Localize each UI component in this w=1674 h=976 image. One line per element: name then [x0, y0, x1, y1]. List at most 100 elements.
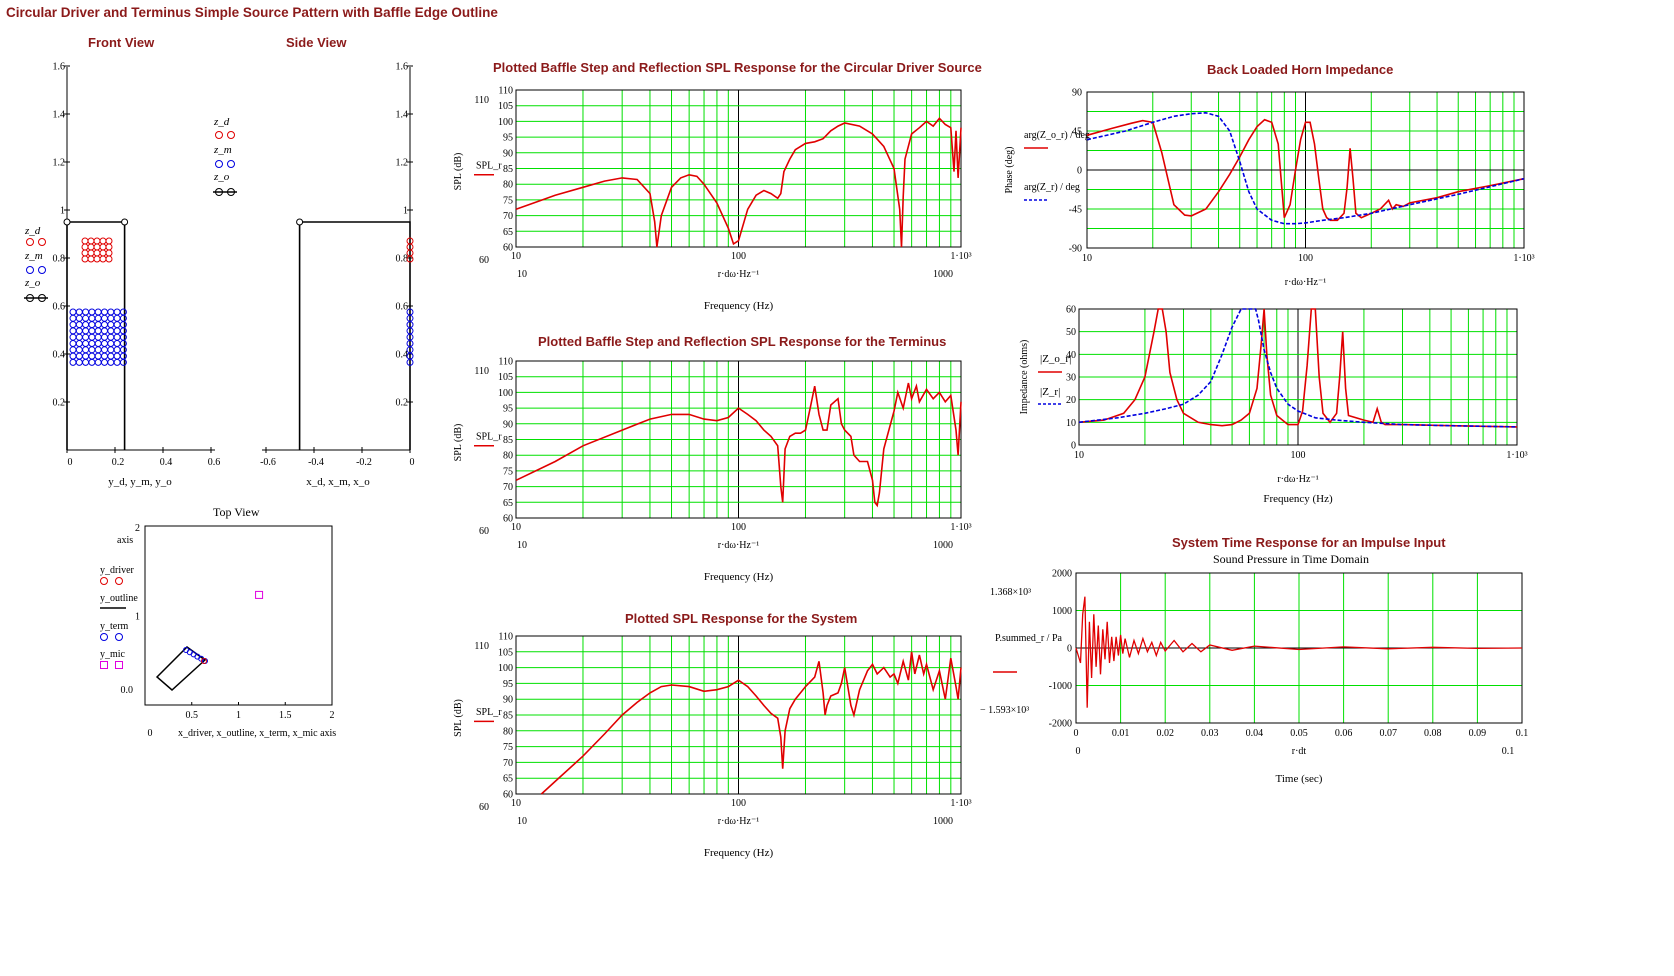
phase-ytick: -90: [1069, 244, 1082, 255]
top-legend-label: y_driver: [100, 565, 135, 576]
spl-driver-xlabel: Frequency (Hz): [704, 300, 774, 312]
spl-system-ytick: 95: [503, 679, 513, 690]
front-driver-point: [99, 255, 107, 263]
time-xtick: 0.02: [1156, 728, 1174, 739]
front-terminus-point: [88, 358, 96, 366]
front-terminus-point: [75, 346, 83, 354]
spl-driver-xtick: 1·10³: [950, 251, 971, 262]
spl-driver-xhigh-label: 1000: [933, 269, 953, 280]
time-xtick: 0.06: [1335, 728, 1353, 739]
spl-system-ylabel: SPL (dB): [453, 699, 464, 737]
phase-ytick: 90: [1072, 88, 1082, 99]
impedance-frame: [1078, 308, 1518, 446]
phase-ytick: -45: [1069, 205, 1082, 216]
front-terminus-point: [101, 333, 108, 341]
front-terminus-point: [94, 352, 102, 360]
front-terminus-point: [113, 352, 121, 360]
top-driver-point: [201, 658, 207, 664]
front-terminus-point: [101, 340, 108, 347]
front-terminus-point: [101, 346, 108, 354]
front-terminus-point: [75, 308, 83, 316]
spl-terminus-xtick: 1·10³: [950, 522, 971, 533]
side-legend-marker: [215, 160, 223, 168]
time-response-subtitle: Sound Pressure in Time Domain: [1213, 552, 1370, 566]
spl-system-xlabel: Frequency (Hz): [704, 847, 774, 859]
front-terminus-point: [88, 327, 96, 335]
side-legend-marker: [227, 160, 235, 168]
phase-legend-2: arg(Z_r) / deg: [1024, 182, 1080, 193]
impedance-ytick: 0: [1071, 441, 1076, 452]
phase-xtick: 10: [1082, 253, 1092, 264]
front-driver-point: [81, 243, 89, 251]
top-outline-shape: [155, 646, 207, 692]
front-terminus-point: [69, 308, 77, 316]
front-terminus-point: [119, 327, 127, 335]
side-legend-label: z_d: [213, 116, 230, 128]
time-series-line: [1075, 596, 1523, 708]
top-xtick: 1.5: [279, 710, 292, 721]
top-ytick: 0.0: [121, 685, 134, 696]
time-ytick: 0: [1067, 644, 1072, 655]
front-terminus-point: [69, 358, 77, 366]
front-driver-point: [99, 237, 107, 245]
front-terminus-point: [107, 308, 115, 316]
spl-system-xlow-label: 10: [517, 816, 527, 827]
horn-impedance-title: Back Loaded Horn Impedance: [1207, 62, 1394, 77]
impedance-xtick: 1·10³: [1506, 450, 1527, 461]
front-terminus-point: [88, 308, 96, 316]
side-view-title: Side View: [286, 35, 347, 50]
front-terminus-point: [82, 358, 90, 366]
spl-system-ytop-label: 110: [474, 641, 489, 652]
spl-driver-ytick: 110: [498, 86, 513, 97]
front-ytick: 1.4: [53, 110, 66, 121]
front-terminus-point: [69, 340, 77, 347]
time-xhigh-label: 0.1: [1502, 746, 1515, 757]
top-legend-marker: [115, 661, 123, 669]
front-terminus-point: [107, 340, 115, 347]
time-ytick: -2000: [1049, 719, 1072, 730]
spl-system-ytick: 90: [503, 695, 513, 706]
front-terminus-point: [119, 346, 127, 354]
spl-terminus-ytick: 95: [503, 404, 513, 415]
spl-driver-ytick: 105: [498, 101, 513, 112]
impedance-legend-2: |Z_r|: [1040, 386, 1060, 398]
side-baffle-outline: [298, 221, 411, 450]
front-ytick: 1.2: [53, 158, 66, 169]
time-response-title: System Time Response for an Impulse Inpu…: [1172, 535, 1446, 550]
front-terminus-point: [88, 340, 96, 347]
side-ytick: 1.2: [396, 158, 409, 169]
phase-series-1: [1086, 118, 1525, 222]
spl-system-ytick: 65: [503, 774, 513, 785]
front-terminus-point: [107, 352, 115, 360]
spl-system-series-line: [540, 651, 962, 795]
front-xtick: 0: [68, 457, 73, 468]
front-terminus-point: [94, 346, 102, 354]
front-terminus-point: [94, 333, 102, 341]
front-terminus-point: [75, 314, 83, 322]
front-terminus-point: [113, 308, 121, 316]
top-ytick: 1: [135, 612, 140, 623]
front-terminus-point: [82, 352, 90, 360]
spl-driver-xexpr: r·dω·Hz⁻¹: [718, 269, 760, 280]
spl-driver-ytick: 100: [498, 117, 513, 128]
spl-driver-ytick: 75: [503, 195, 513, 206]
time-xtick: 0.04: [1246, 728, 1264, 739]
front-terminus-point: [94, 308, 102, 316]
front-xtick: 0.6: [208, 457, 221, 468]
spl-terminus-ytop-label: 110: [474, 366, 489, 377]
spl-terminus-xlabel: Frequency (Hz): [704, 571, 774, 583]
front-terminus-point: [113, 333, 121, 341]
front-terminus-point: [88, 352, 96, 360]
front-terminus-point: [82, 333, 90, 341]
impedance-ytick: 60: [1066, 305, 1076, 316]
front-terminus-point: [88, 314, 96, 322]
top-ytick: 2: [135, 523, 140, 534]
impedance-xexpr: r·dω·Hz⁻¹: [1277, 474, 1319, 485]
spl-system-ytick: 85: [503, 711, 513, 722]
time-xtick: 0.09: [1469, 728, 1487, 739]
front-legend-marker: [26, 238, 34, 246]
impedance-legend-1: |Z_o_r|: [1040, 353, 1071, 365]
spl-driver-ytick: 70: [503, 211, 513, 222]
front-terminus-point: [107, 314, 115, 322]
